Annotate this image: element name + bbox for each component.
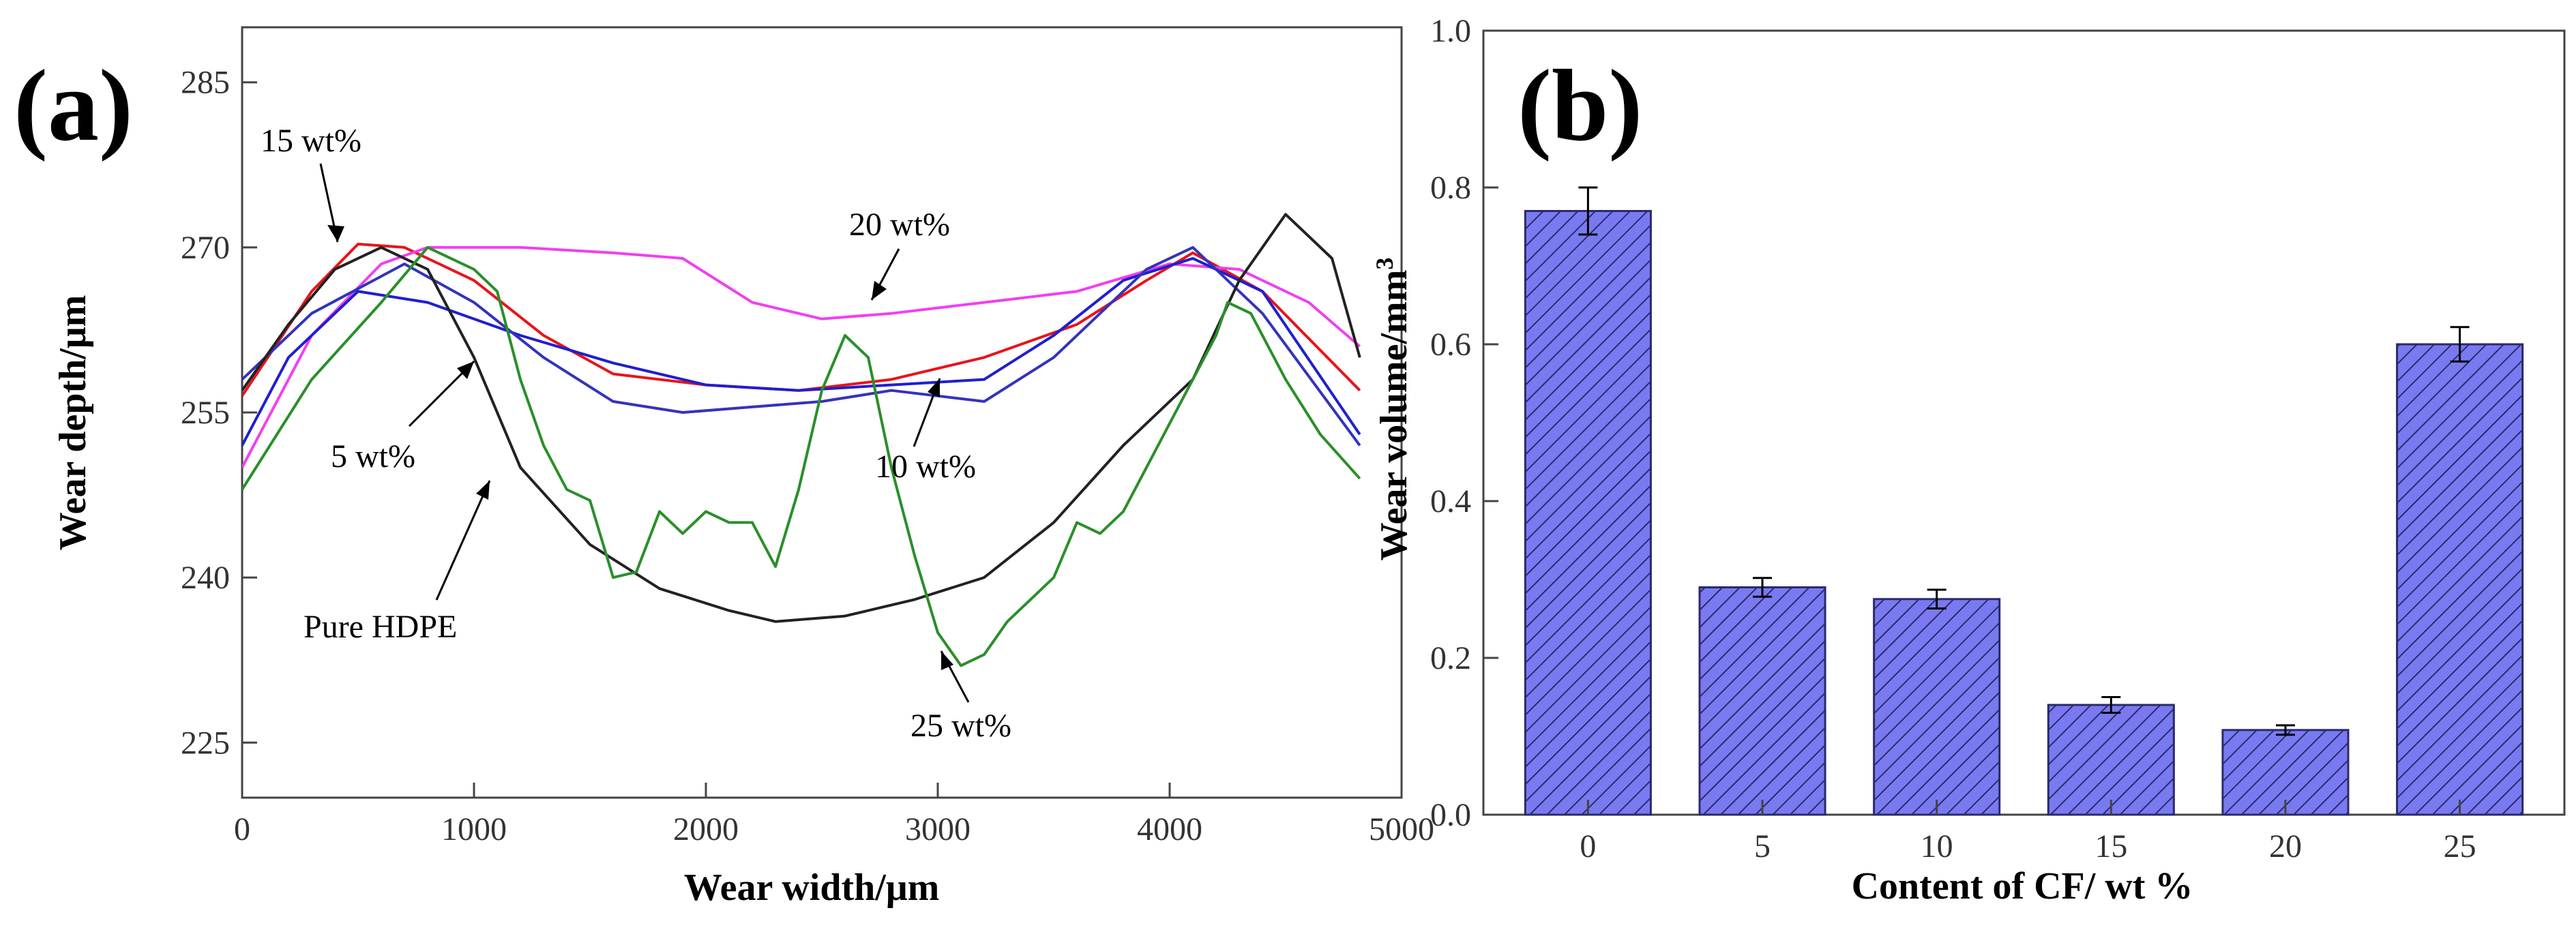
panel-a-label: (a): [14, 49, 133, 162]
bar-25-wt: [2396, 343, 2524, 816]
panel-b-x-tick-label: 5: [1754, 828, 1771, 864]
panel-a-x-tick-label: 5000: [1369, 811, 1434, 847]
panel-a-x-tick-label: 1000: [441, 811, 507, 847]
panel-a-y-ticks: 225 240 255 270 285: [181, 65, 257, 761]
panel-b-y-ticks: 0.0 0.2 0.4 0.6 0.8 1.0: [1430, 13, 1498, 833]
series-line-20-wt-: [242, 245, 1361, 468]
panel-b-bars: 0 5 10 15 20 25: [1524, 186, 2524, 864]
panel-b-x-tick-label: 25: [2444, 828, 2476, 864]
series-line-25-wt-: [242, 245, 1361, 667]
panel-b-label: (b): [1518, 49, 1642, 162]
svg-text:15 wt%: 15 wt%: [261, 123, 361, 159]
svg-text:Pure HDPE: Pure HDPE: [304, 609, 457, 645]
bar-15-wt: [2047, 704, 2175, 816]
panel-b-y-tick-label: 0.6: [1430, 327, 1471, 363]
bar-0-wt: [1524, 210, 1652, 816]
panel-a-y-tick-label: 255: [181, 395, 230, 431]
panel-a-y-tick-label: 270: [181, 230, 230, 266]
panel-a-x-tick-label: 2000: [673, 811, 739, 847]
panel-b-x-tick-label: 15: [2094, 828, 2127, 864]
panel-a-x-tick-label: 0: [234, 811, 250, 847]
panel-a-frame: [241, 26, 1403, 799]
svg-text:25 wt%: 25 wt%: [911, 708, 1011, 744]
bar-5-wt: [1698, 586, 1826, 816]
panel-a-y-tick-label: 285: [181, 65, 230, 101]
svg-text:5 wt%: 5 wt%: [331, 438, 415, 474]
annotation-20wt: 20 wt%: [849, 207, 950, 301]
panel-a-y-tick-label: 225: [181, 725, 230, 761]
annotation-5wt: 5 wt%: [331, 360, 475, 474]
panel-b-x-tick-label: 0: [1580, 828, 1596, 864]
svg-text:20 wt%: 20 wt%: [849, 207, 950, 243]
panel-b-frame: [1482, 29, 2566, 816]
panel-b-x-axis-title: Content of CF/ wt %: [1852, 865, 2193, 907]
bar-10-wt: [1873, 598, 2001, 816]
panel-b-x-tick-label: 10: [1921, 828, 1953, 864]
panel-a-series: [242, 213, 1361, 667]
annotation-15wt: 15 wt%: [261, 123, 361, 243]
panel-b-y-tick-label: 0.4: [1430, 483, 1471, 519]
panel-b: (b) 0.0 0.2 0.4 0.6 0.8 1.0 0 5 10 15 20 25 Conten…: [1371, 13, 2566, 907]
panel-a: (a) 225 240 255 270 285 0 1000 2000 3000 4000 500…: [14, 26, 1434, 909]
annotation-10wt: 10 wt%: [875, 378, 976, 485]
panel-a-x-axis-title: Wear width/μm: [684, 867, 940, 909]
svg-text:Wear volume/mm3: Wear volume/mm3: [1371, 258, 1415, 561]
panel-b-y-tick-label: 1.0: [1430, 13, 1471, 49]
series-line-10-wt-: [242, 245, 1361, 447]
panel-a-x-tick-label: 3000: [905, 811, 971, 847]
panel-a-y-axis-title: Wear depth/μm: [52, 295, 94, 551]
series-line-5-wt-: [242, 257, 1361, 447]
series-line-pure-hdpe: [242, 213, 1361, 623]
panel-a-x-ticks: 0 1000 2000 3000 4000 5000: [234, 783, 1434, 847]
panel-b-y-tick-label: 0.2: [1430, 640, 1471, 676]
annotation-25wt: 25 wt%: [911, 650, 1011, 744]
panel-b-y-tick-label: 0.8: [1430, 170, 1471, 206]
panel-a-x-tick-label: 4000: [1137, 811, 1202, 847]
panel-a-y-tick-label: 240: [181, 560, 230, 596]
annotation-pure-hdpe: Pure HDPE: [304, 480, 491, 645]
panel-b-y-axis-title: Wear volume/mm3: [1371, 258, 1415, 561]
panel-b-y-tick-label: 0.0: [1430, 797, 1471, 833]
panel-b-x-tick-label: 20: [2269, 828, 2302, 864]
svg-text:10 wt%: 10 wt%: [875, 449, 976, 485]
